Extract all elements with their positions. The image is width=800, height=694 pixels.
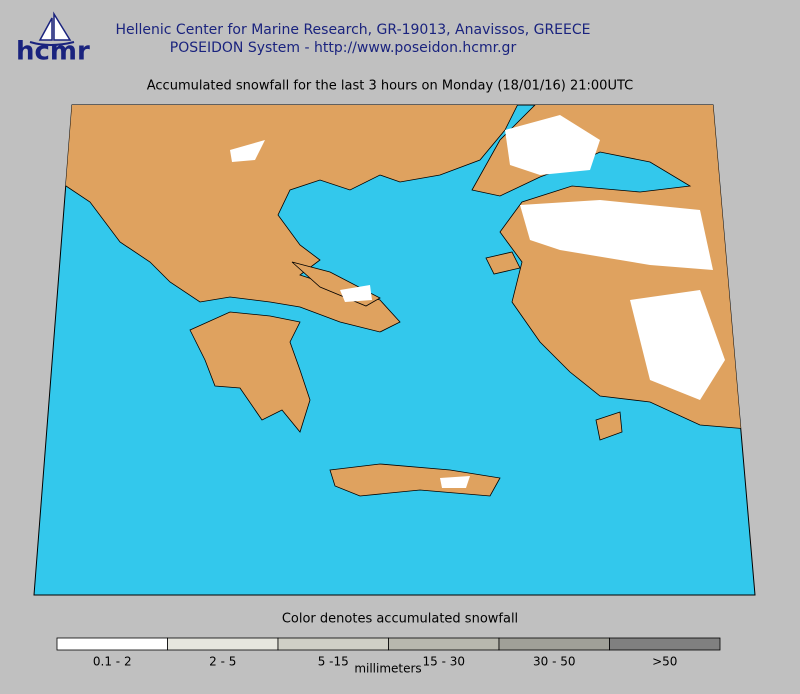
legend-label: 5 -15 <box>318 655 349 669</box>
rhodes <box>595 411 623 441</box>
lesvos <box>485 251 521 275</box>
system-url: POSEIDON System - http://www.poseidon.hc… <box>170 40 517 56</box>
legend-swatch <box>498 637 610 651</box>
snow-areas <box>230 115 725 488</box>
legend-swatch <box>56 637 168 651</box>
legend-label: 0.1 - 2 <box>93 655 132 669</box>
peloponnese <box>189 311 311 433</box>
legend-label: 15 - 30 <box>423 655 466 669</box>
legend-swatch <box>609 637 721 651</box>
logo-text: hcmr <box>16 37 90 67</box>
snow-patch <box>520 200 713 270</box>
legend-swatch <box>277 637 389 651</box>
legend: 0.1 - 2 2 - 5 5 -15 15 - 30 30 - 50 >50 <box>56 637 721 669</box>
legend-label: 30 - 50 <box>533 655 576 669</box>
organization: Hellenic Center for Marine Research, GR-… <box>115 22 590 38</box>
snow-patch <box>630 290 725 400</box>
snow-patch <box>230 140 265 162</box>
snow-patch <box>505 115 600 175</box>
legend-swatch <box>167 637 279 651</box>
legend-unit: millimeters <box>354 662 421 676</box>
legend-label: >50 <box>652 655 677 669</box>
legend-label: 2 - 5 <box>209 655 236 669</box>
legend-swatch <box>388 637 500 651</box>
logo: hcmr <box>16 11 90 67</box>
map-title: Accumulated snowfall for the last 3 hour… <box>147 79 633 94</box>
snow-patch <box>340 285 372 302</box>
legend-title: Color denotes accumulated snowfall <box>282 612 518 627</box>
snow-patch <box>440 476 470 488</box>
